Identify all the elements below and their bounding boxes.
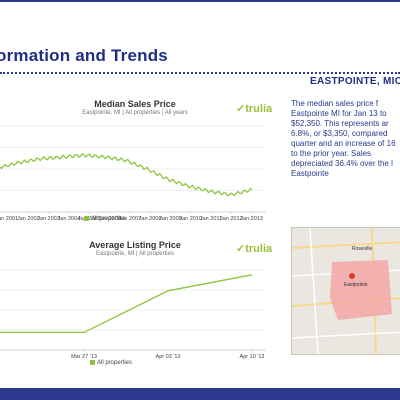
legend-swatch <box>84 216 89 221</box>
legend-swatch <box>90 360 95 365</box>
trulia-logo-median: ✓trulia <box>236 102 272 115</box>
x-tick-label: Jan 2008 <box>139 216 162 222</box>
average-listing-price-chart: Average Listing Price Eastpointe, MI | A… <box>0 236 272 372</box>
x-tick-label: Jan 2002 <box>17 216 40 222</box>
footer-bar <box>0 388 400 400</box>
x-tick-label: Jan 2010 <box>179 216 202 222</box>
heading-divider <box>0 72 400 74</box>
series-line-all-properties <box>0 274 253 334</box>
x-tick-label: Jan 2007 <box>118 216 141 222</box>
x-tick-label: Jan 2011 <box>200 216 222 222</box>
legend-label: All properties <box>91 216 127 223</box>
x-tick-label: Jan 2003 <box>37 216 60 222</box>
median-chart-legend: All properties <box>84 216 126 222</box>
top-rule <box>0 0 400 2</box>
x-tick-label: an 2001 <box>0 216 18 222</box>
map-label-eastpointe: Eastpointe <box>344 282 368 288</box>
map-canvas: Roseville Eastpointe <box>292 228 400 354</box>
eastpointe-boundary <box>330 260 392 320</box>
x-tick-label: Mar 27 '13 <box>71 354 97 360</box>
area-map[interactable]: Roseville Eastpointe <box>291 227 400 355</box>
listing-chart-plot: Mar 27 '13 Apr 03 '13 Apr 10 '13 <box>0 269 266 360</box>
listing-chart-subtitle: Eastpointe, MI | All properties <box>96 251 174 257</box>
x-tick-label: Jan 2006 <box>98 216 121 222</box>
trulia-logo-icon: ✓ <box>236 103 246 115</box>
x-tick-label: Jan 2012 <box>220 216 243 222</box>
location-marker-icon[interactable] <box>349 273 355 279</box>
map-road <box>309 228 319 354</box>
x-tick-label: Jan 2009 <box>159 216 182 222</box>
median-chart-title: Median Sales Price <box>94 99 176 109</box>
x-tick-label: Jan 2005 <box>78 216 101 222</box>
x-tick-label: Jan 2004 <box>58 216 81 222</box>
x-tick-label: Jan 2013 <box>240 216 263 222</box>
legend-label: All properties <box>97 360 133 367</box>
city-title: EASTPOINTE, MIC <box>310 76 400 87</box>
listing-chart-title: Average Listing Price <box>89 240 181 250</box>
trulia-logo-icon: ✓ <box>236 243 246 255</box>
map-label-roseville: Roseville <box>352 246 373 252</box>
median-sales-price-chart: Median Sales Price Eastpointe, MI | All … <box>0 96 272 226</box>
map-road <box>292 331 400 339</box>
trulia-logo-listing: ✓trulia <box>236 242 272 255</box>
page-title: ormation and Trends <box>0 46 168 65</box>
x-tick-label: Apr 03 '13 <box>156 354 181 360</box>
x-tick-label: Apr 10 '13 <box>240 354 265 360</box>
city-description: The median sales price f Eastpointe MI f… <box>291 99 396 178</box>
trulia-logo-text: trulia <box>245 103 273 115</box>
median-chart-subtitle: Eastpointe, MI | All properties | All ye… <box>82 110 188 116</box>
listing-chart-legend: All properties <box>90 360 132 366</box>
series-line-all-properties <box>0 152 253 197</box>
trulia-logo-text: trulia <box>245 243 273 255</box>
